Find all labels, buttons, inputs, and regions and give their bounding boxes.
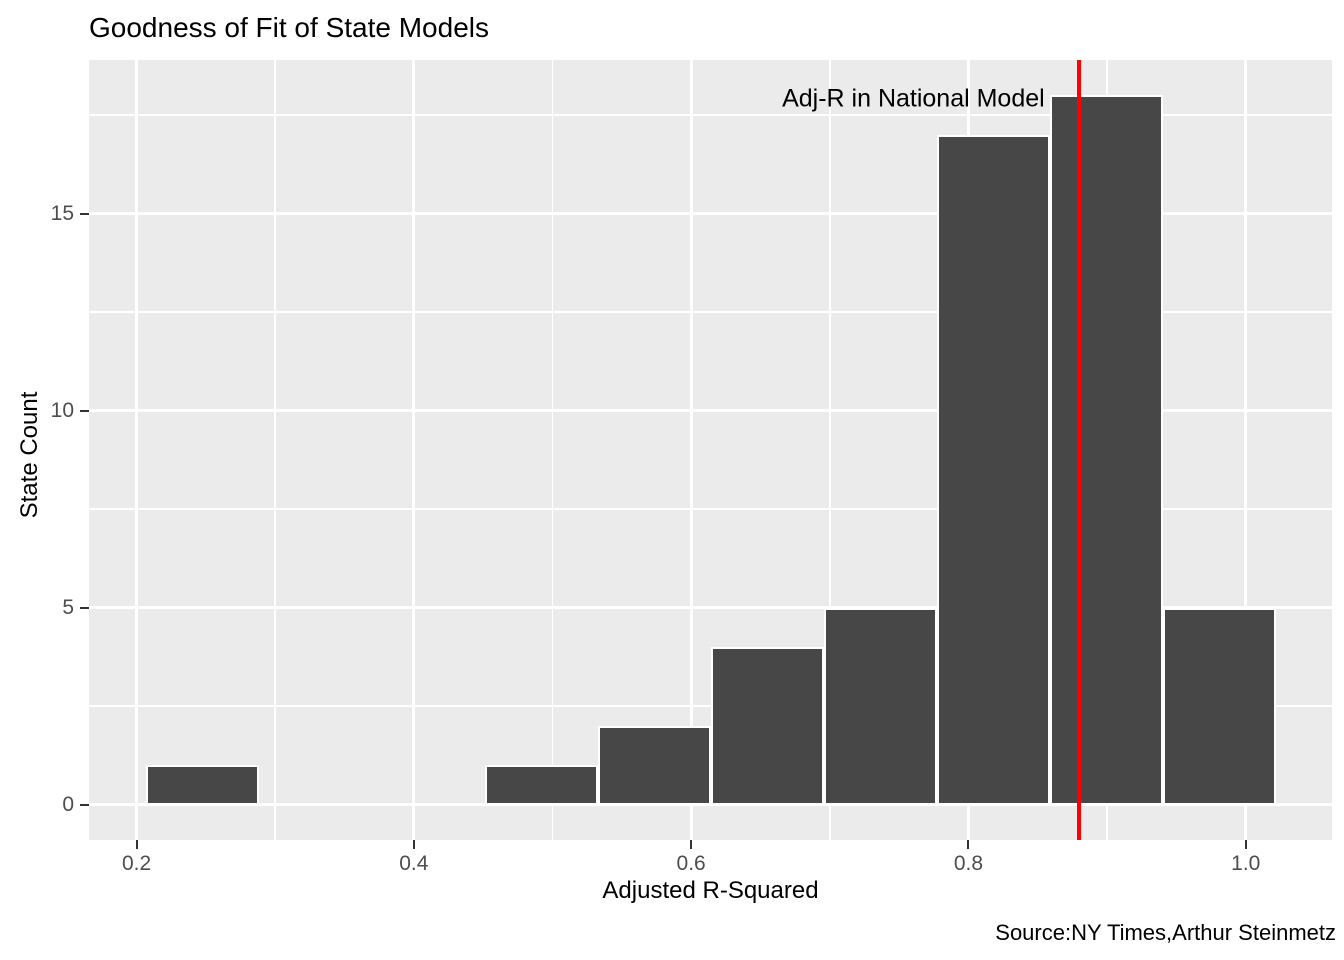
histogram-bar [597, 725, 711, 805]
gridline-y-major [89, 803, 1332, 807]
gridline-y-major [89, 212, 1332, 216]
gridline-y-minor [89, 114, 1332, 116]
x-tick-mark [135, 840, 138, 849]
x-tick-label: 0.4 [399, 852, 429, 875]
y-tick-label: 0 [62, 792, 74, 816]
y-tick-mark [80, 606, 89, 609]
y-tick-label: 15 [50, 201, 74, 225]
y-tick-mark [80, 803, 89, 806]
x-tick-label: 1.0 [1231, 852, 1261, 875]
gridline-x-major [135, 60, 139, 840]
histogram-bar [1049, 95, 1163, 805]
plot-panel [89, 60, 1332, 840]
reference-line [1077, 60, 1082, 840]
histogram-bar [936, 134, 1050, 805]
x-axis-title: Adjusted R-Squared [602, 877, 819, 904]
histogram-bar [710, 646, 824, 805]
x-tick-label: 0.8 [953, 852, 984, 875]
x-tick-mark [690, 840, 693, 849]
gridline-y-major [89, 606, 1332, 610]
gridline-x-minor [829, 60, 831, 840]
reference-line-annotation: Adj-R in National Model [782, 84, 1045, 113]
gridline-y-major [89, 409, 1332, 413]
gridline-x-major [412, 60, 416, 840]
histogram-bar [1162, 607, 1276, 805]
histogram-bar [484, 765, 598, 805]
x-tick-mark [967, 840, 970, 849]
source-caption: Source:NY Times,Arthur Steinmetz [995, 920, 1336, 945]
gridline-x-minor [274, 60, 276, 840]
chart-title: Goodness of Fit of State Models [89, 12, 489, 43]
x-tick-mark [1244, 840, 1247, 849]
gridline-y-minor [89, 705, 1332, 707]
gridline-x-minor [551, 60, 554, 840]
histogram-bar [823, 607, 937, 805]
y-axis-title: State Count [16, 391, 43, 519]
gridline-x-major [1244, 60, 1248, 840]
y-tick-mark [80, 409, 89, 412]
gridline-y-minor [89, 311, 1332, 313]
y-tick-label: 5 [62, 595, 74, 619]
y-tick-label: 10 [50, 398, 74, 422]
histogram-bar [145, 765, 259, 805]
gridline-x-major [689, 60, 693, 840]
x-tick-mark [412, 840, 415, 849]
x-tick-label: 0.2 [121, 852, 152, 875]
gridline-y-minor [89, 508, 1332, 510]
x-tick-label: 0.6 [676, 852, 706, 875]
y-tick-mark [80, 212, 89, 215]
